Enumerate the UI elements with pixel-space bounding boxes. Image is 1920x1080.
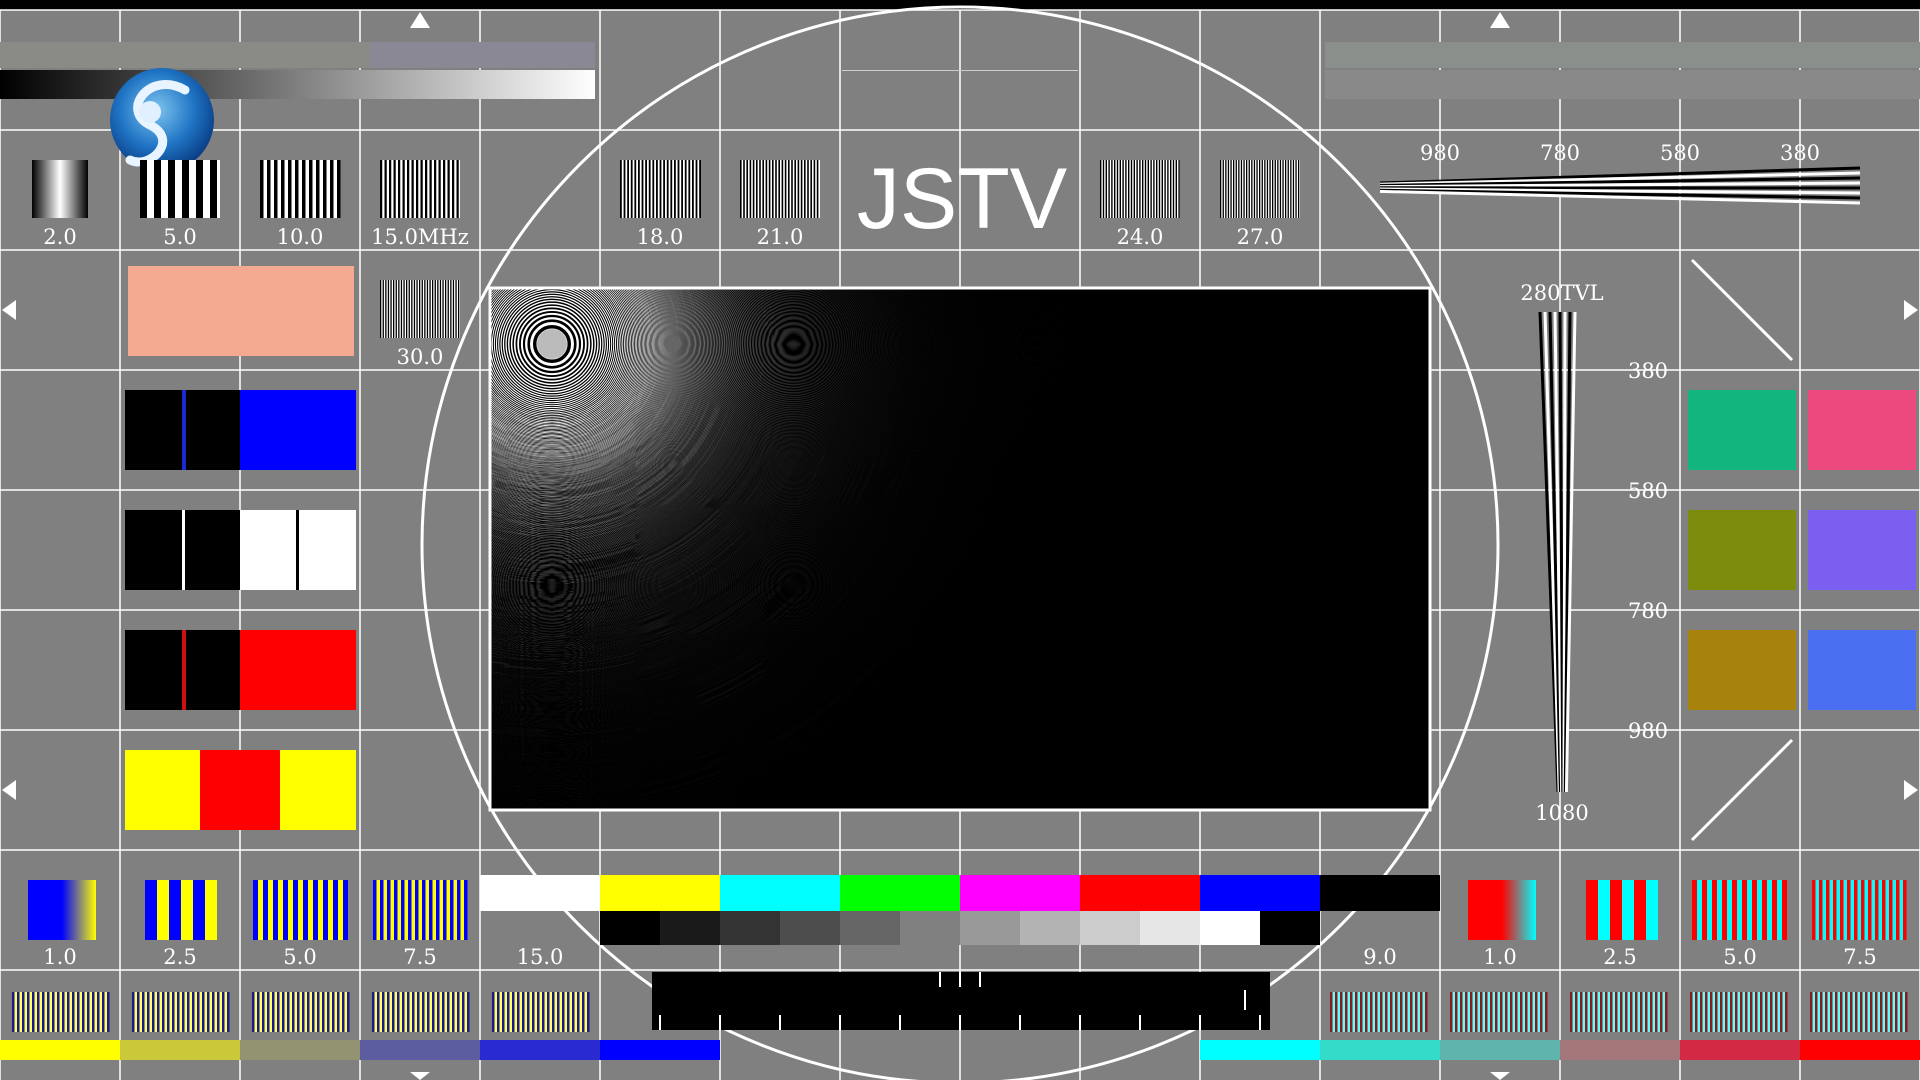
- top-right-gradients: [1325, 42, 1920, 99]
- top-center-box: [842, 70, 1078, 71]
- grey-ramp: [0, 70, 595, 99]
- top-left-gradients: [0, 42, 595, 99]
